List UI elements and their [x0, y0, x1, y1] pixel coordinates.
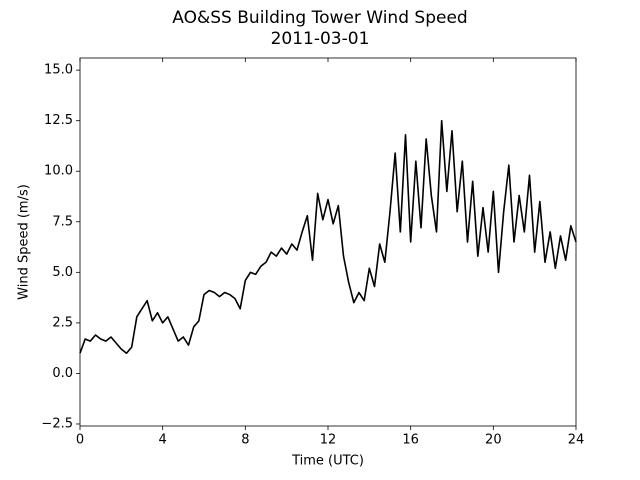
y-tick-label: −2.5	[41, 416, 73, 431]
x-tick-label: 24	[568, 433, 585, 448]
y-tick-label: 10.0	[44, 164, 73, 179]
x-tick-label: 20	[485, 433, 502, 448]
x-tick-label: 16	[402, 433, 419, 448]
y-tick-label: 2.5	[52, 315, 73, 330]
y-tick-label: 5.0	[52, 265, 73, 280]
x-tick-label: 4	[159, 433, 167, 448]
x-axis-label: Time (UTC)	[291, 454, 364, 469]
x-tick-label: 12	[320, 433, 337, 448]
wind-speed-line	[79, 119, 577, 355]
x-tick-label: 0	[76, 433, 84, 448]
chart-title: AO&SS Building Tower Wind Speed	[172, 8, 467, 28]
x-tick-label: 8	[241, 433, 249, 448]
y-tick-label: 15.0	[44, 63, 73, 78]
y-axis-label: Wind Speed (m/s)	[17, 184, 32, 300]
y-tick-label: 0.0	[52, 366, 73, 381]
chart-subtitle: 2011-03-01	[271, 29, 370, 49]
y-tick-label: 7.5	[52, 214, 73, 229]
y-tick-label: 12.5	[44, 113, 73, 128]
